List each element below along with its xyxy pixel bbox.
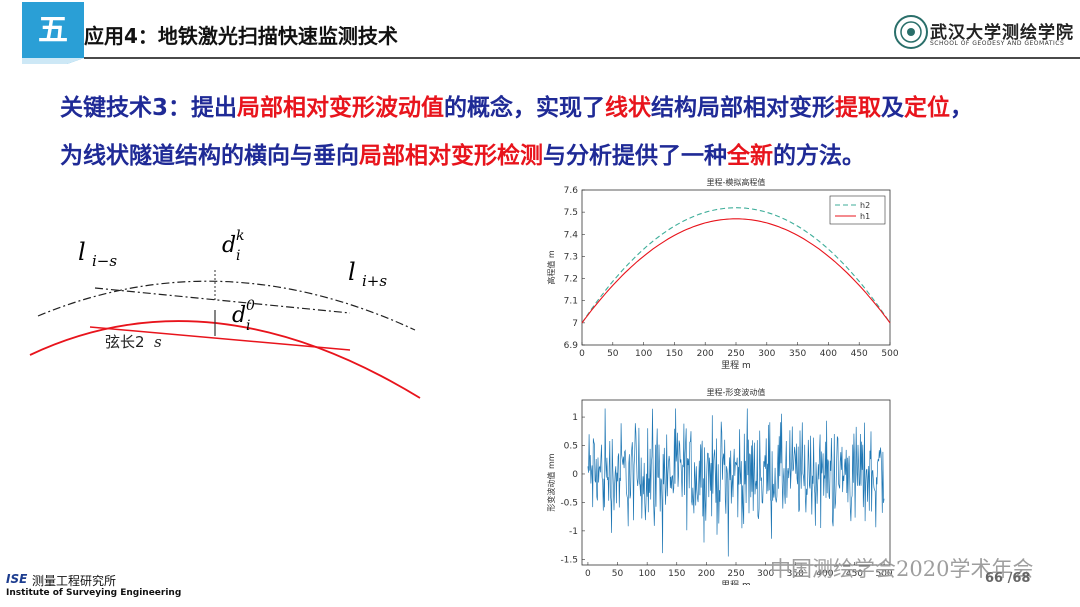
chart-title: 里程-模拟高程值 (707, 177, 766, 187)
key-text-line-2: 为线状隧道结构的横向与垂向局部相对变形检测与分析提供了一种全新的方法。 (60, 136, 865, 170)
x-axis-label: 里程 m (721, 580, 751, 585)
label-dk-sub: i (236, 248, 240, 264)
y-tick-label: 1 (572, 413, 578, 423)
page-current: 66 (985, 571, 1004, 586)
page-number: 66 /68 (985, 571, 1030, 586)
x-tick-label: 500 (875, 569, 892, 579)
chord-label-s: s (154, 333, 162, 351)
key-text-segment: 提取 (835, 95, 882, 121)
x-tick-label: 50 (607, 349, 619, 359)
label-l-right: l (348, 258, 356, 286)
y-tick-label: -1.5 (560, 555, 578, 565)
x-tick-label: 200 (697, 349, 714, 359)
x-tick-label: 250 (727, 349, 744, 359)
institute-name-cn: 测量工程研究所 (32, 574, 117, 588)
key-text-segment: 结构局部相对变形 (651, 95, 836, 121)
x-tick-label: 350 (787, 569, 804, 579)
logo-name: 武汉大学测绘学院 (930, 23, 1074, 43)
chord-label: 弦长2 (105, 333, 145, 351)
y-tick-label: 7.2 (564, 275, 578, 285)
label-l-left-sub: i−s (92, 252, 117, 270)
key-text-line-1: 关键技术3：提出局部相对变形波动值的概念，实现了线状结构局部相对变形提取及定位， (60, 88, 973, 122)
label-dk: d (222, 233, 236, 258)
key-text-segment: 局部相对变形波动值 (237, 95, 445, 121)
plot-area (581, 399, 891, 566)
key-text-segment: 的方法。 (773, 143, 865, 169)
y-tick-label: -1 (569, 527, 578, 537)
x-tick-label: 450 (851, 349, 868, 359)
key-text-segment: 局部相对变形检测 (359, 143, 543, 169)
logo-subtitle: SCHOOL OF GEODESY AND GEOMATICS (930, 40, 1065, 47)
y-tick-label: 7.4 (564, 230, 579, 240)
y-tick-label: 7.3 (564, 252, 578, 262)
x-tick-label: 350 (789, 349, 806, 359)
x-tick-label: 100 (635, 349, 652, 359)
series-line-h2 (581, 207, 891, 324)
x-tick-label: 450 (846, 569, 863, 579)
reference-curve-upper (37, 280, 416, 331)
x-tick-label: 50 (612, 569, 624, 579)
y-tick-label: -0.5 (560, 498, 578, 508)
label-l-right-sub: i+s (362, 272, 387, 290)
series-line-deformation (587, 408, 885, 557)
legend-label: h2 (860, 201, 870, 210)
y-axis-label: 形变波动值 mm (546, 453, 556, 511)
y-tick-label: 0 (572, 470, 578, 480)
deformation-chart: 里程-形变波动值 0 50 100 150 200 250 300 350 400 450 500 -1… (546, 387, 893, 585)
key-text-segment: 关键技术3：提出 (60, 95, 238, 121)
page-title: 应用4：地铁激光扫描快速监测技术 (84, 24, 398, 48)
x-tick-label: 500 (881, 349, 898, 359)
label-l-left: l (78, 238, 86, 266)
conference-watermark: 中国测绘学会2020学术年会 (770, 557, 1034, 581)
key-text-segment: 的概念，实现了 (444, 95, 606, 121)
page-total: /68 (1007, 571, 1031, 586)
x-tick-label: 0 (579, 349, 585, 359)
key-text-segment: 为线状隧道结构的横向与垂向 (60, 143, 359, 169)
x-tick-label: 300 (758, 349, 775, 359)
elevation-chart: 里程-模拟高程值 0 50 100 150 200 250 300 350 400 450 500 6.… (546, 177, 899, 371)
institute-name-en: Institute of Surveying Engineering (6, 588, 182, 598)
key-text-segment: 与分析提供了一种 (543, 143, 727, 169)
key-text-segment: 定位 (904, 95, 951, 121)
x-tick-label: 300 (757, 569, 774, 579)
ise-logo: ISE (6, 572, 28, 586)
x-tick-label: 0 (585, 569, 591, 579)
label-d0-sup: 0 (246, 298, 255, 314)
y-tick-label: 0.5 (564, 442, 578, 452)
chart-title: 里程-形变波动值 (707, 387, 766, 397)
chord-diagram: l i−s l i+s d i k d i 0 弦长2 s (29, 228, 421, 399)
label-d0: d (232, 303, 246, 328)
x-tick-label: 200 (698, 569, 715, 579)
y-tick-label: 7 (572, 319, 578, 329)
red-chord (89, 326, 351, 351)
y-tick-label: 7.5 (564, 208, 578, 218)
university-seal-icon (894, 15, 928, 49)
x-tick-label: 100 (639, 569, 656, 579)
label-d0-sub: i (246, 318, 250, 334)
y-axis-label: 高程值 m (546, 250, 556, 285)
y-tick-label: 6.9 (564, 341, 579, 351)
section-badge: 五 (38, 13, 68, 48)
key-text-segment: ， (950, 95, 974, 121)
label-dk-sup: k (236, 228, 244, 244)
x-tick-label: 150 (666, 349, 683, 359)
x-tick-label: 250 (727, 569, 744, 579)
red-curve (29, 320, 421, 399)
reference-chord (94, 287, 351, 314)
x-tick-label: 150 (668, 569, 685, 579)
x-tick-label: 400 (816, 569, 833, 579)
key-text-segment: 及 (881, 95, 905, 121)
key-text-segment: 全新 (727, 143, 773, 169)
y-tick-label: 7.6 (564, 186, 579, 196)
header-band (22, 2, 1080, 64)
x-tick-label: 400 (820, 349, 837, 359)
key-text-segment: 线状 (605, 95, 652, 121)
legend-label: h1 (860, 212, 870, 221)
legend-box (829, 195, 886, 225)
series-line-h1 (581, 218, 891, 324)
x-axis-label: 里程 m (721, 360, 751, 371)
y-tick-label: 7.1 (564, 297, 578, 307)
